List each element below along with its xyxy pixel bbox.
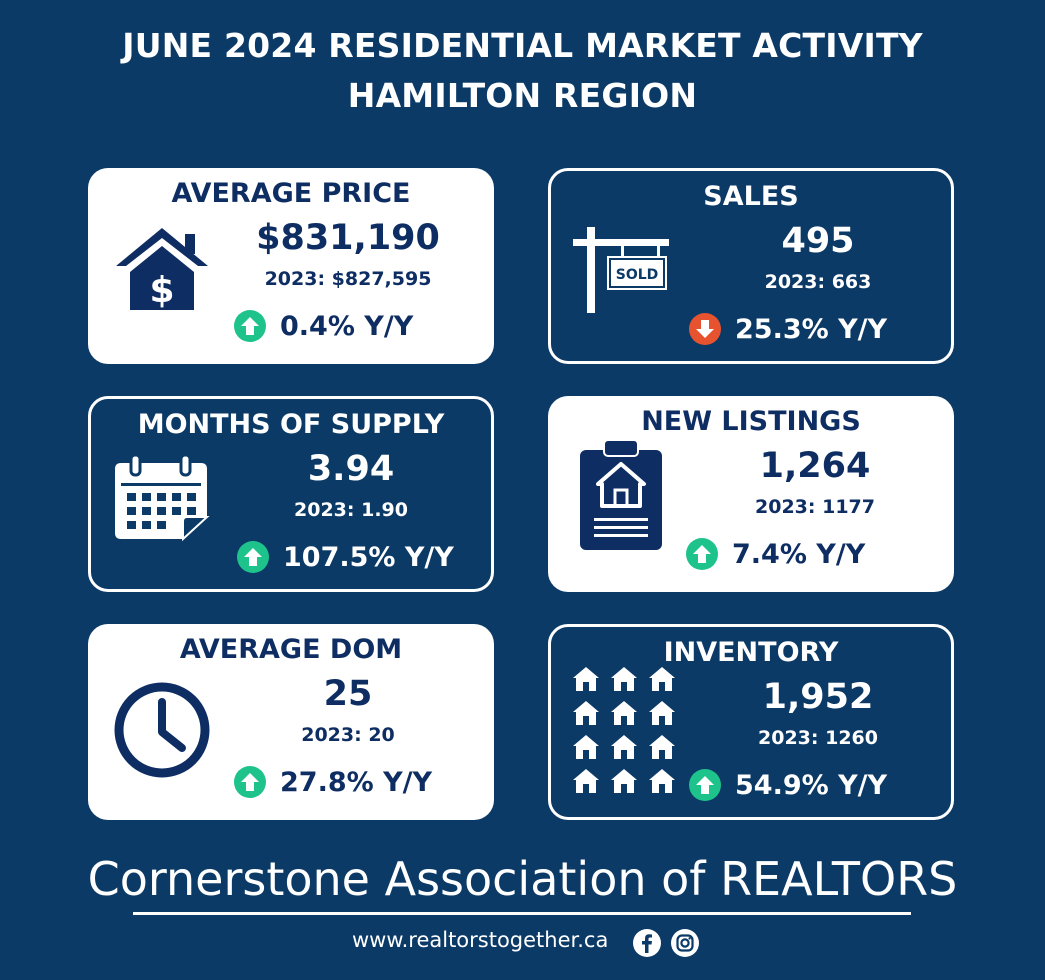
card-average-price: AVERAGE PRICE $ $831,190 2023: $827,595 … xyxy=(88,168,494,364)
change-text: 0.4% Y/Y xyxy=(280,310,414,342)
card-months-of-supply: MONTHS OF SUPPLY 3.94 2023: 1.90 107.5% … xyxy=(88,396,494,592)
sold-text: SOLD xyxy=(616,267,659,283)
website-link[interactable]: www.realtorstogether.ca xyxy=(352,928,609,952)
card-title: MONTHS OF SUPPLY xyxy=(137,409,445,440)
arrow-up-icon xyxy=(686,538,718,570)
houses-grid-icon xyxy=(573,667,675,793)
change: 27.8% Y/Y xyxy=(234,766,432,798)
sold-sign-icon: SOLD xyxy=(573,227,669,313)
organization-name: Cornerstone Association of REALTORS xyxy=(87,852,958,906)
title-line-2: HAMILTON REGION xyxy=(347,76,698,115)
previous-year: 2023: 1177 xyxy=(755,496,875,518)
card-title: SALES xyxy=(703,181,799,212)
change-text: 27.8% Y/Y xyxy=(280,766,433,798)
change: 0.4% Y/Y xyxy=(234,310,413,342)
value: 1,952 xyxy=(762,677,874,717)
value: 1,264 xyxy=(759,446,871,486)
card-title: AVERAGE DOM xyxy=(179,634,403,665)
card-new-listings: NEW LISTINGS 1,264 2023: 1177 7.4% Y/Y xyxy=(548,396,954,592)
change-text: 25.3% Y/Y xyxy=(735,313,888,345)
facebook-icon[interactable] xyxy=(632,928,662,958)
previous-year: 2023: 1.90 xyxy=(294,499,408,521)
previous-year: 2023: $827,595 xyxy=(264,268,432,290)
change: 7.4% Y/Y xyxy=(686,538,865,570)
instagram-icon[interactable] xyxy=(670,928,700,958)
clock-icon xyxy=(114,682,210,778)
value: 495 xyxy=(781,221,855,261)
card-sales: SALES SOLD 495 2023: 663 25.3% Y/Y xyxy=(548,168,954,364)
previous-year: 2023: 663 xyxy=(764,271,872,293)
card-title: INVENTORY xyxy=(663,637,839,668)
arrow-up-icon xyxy=(689,769,721,801)
arrow-up-icon xyxy=(234,310,266,342)
card-title: NEW LISTINGS xyxy=(641,406,861,437)
arrow-up-icon xyxy=(234,766,266,798)
previous-year: 2023: 20 xyxy=(301,724,395,746)
value: $831,190 xyxy=(256,218,440,258)
previous-year: 2023: 1260 xyxy=(758,727,878,749)
footer-divider xyxy=(133,912,911,915)
calendar-icon xyxy=(115,455,210,541)
clipboard-house-icon xyxy=(580,440,662,550)
value: 25 xyxy=(323,674,373,714)
house-dollar-icon: $ xyxy=(116,228,208,311)
card-inventory: INVENTORY 1,952 2023: 1260 54.9% Y/Y xyxy=(548,624,954,820)
change: 54.9% Y/Y xyxy=(689,769,887,801)
change-text: 107.5% Y/Y xyxy=(283,541,454,573)
change-text: 54.9% Y/Y xyxy=(735,769,888,801)
value: 3.94 xyxy=(307,449,395,489)
change: 107.5% Y/Y xyxy=(237,541,454,573)
svg-text:$: $ xyxy=(149,270,174,311)
card-average-dom: AVERAGE DOM 25 2023: 20 27.8% Y/Y xyxy=(88,624,494,820)
title-line-1: JUNE 2024 RESIDENTIAL MARKET ACTIVITY xyxy=(122,26,923,65)
change: 25.3% Y/Y xyxy=(689,313,887,345)
card-title: AVERAGE PRICE xyxy=(171,178,411,209)
change-text: 7.4% Y/Y xyxy=(732,538,866,570)
arrow-up-icon xyxy=(237,541,269,573)
arrow-down-icon xyxy=(689,313,721,345)
